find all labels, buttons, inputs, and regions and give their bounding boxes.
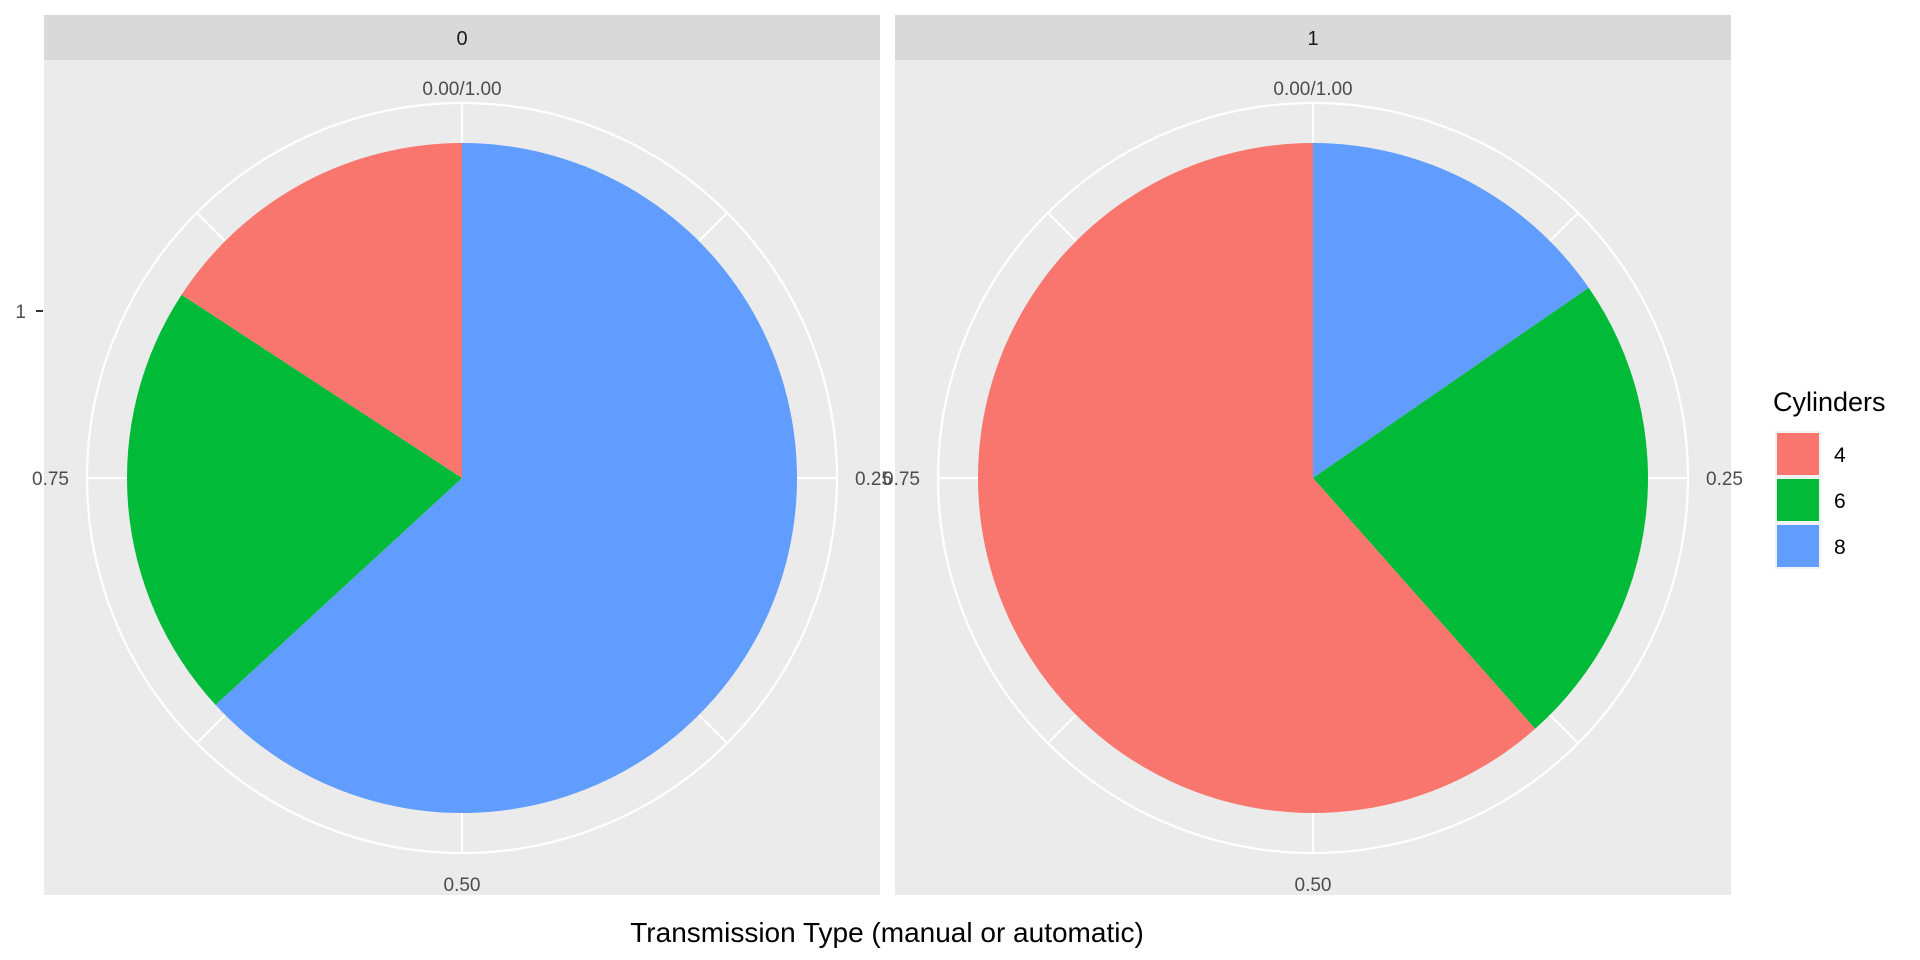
y-tick-label: 1 [15,302,26,323]
pie-slice-cyl-6 [1313,287,1648,729]
x-axis-title: Transmission Type (manual or automatic) [630,917,1144,948]
pie-slice-cyl-8 [1313,143,1589,478]
legend-swatch-8 [1777,525,1819,567]
theta-tick-label: 0.25 [1706,469,1743,490]
theta-tick-label: 0.75 [883,469,920,490]
theta-grid-line [1047,714,1077,744]
facet-strip-0 [44,15,880,60]
legend: Cylinders 4 6 8 [1773,387,1886,569]
legend-label-8: 8 [1834,536,1846,559]
theta-grid-line [196,714,226,744]
facet-strip-1 [895,15,1731,60]
theta-tick-label: 0.50 [1295,875,1332,896]
theta-grid-line [1549,714,1579,744]
pie-facet-0: 0.00/1.00 0.25 0.50 0.75 [32,79,892,896]
theta-grid-line [1549,212,1579,242]
theta-tick-label: 0.00/1.00 [1273,79,1352,100]
legend-title: Cylinders [1773,387,1886,417]
facet-strip-label-0: 0 [456,28,467,50]
pie-slice-cyl-4 [181,142,462,478]
pie-slice-cyl-4 [977,143,1536,813]
pie-slice-cyl-8 [215,143,798,813]
legend-swatch-4 [1777,433,1819,475]
theta-tick-label: 0.75 [32,469,69,490]
legend-label-4: 4 [1834,444,1846,467]
theta-tick-label: 0.00/1.00 [422,79,501,100]
pie-slice-cyl-6 [126,294,463,705]
pie-facet-1: 0.00/1.00 0.25 0.50 0.75 [883,79,1743,896]
theta-tick-label: 0.50 [444,875,481,896]
facet-strip-label-1: 1 [1307,28,1318,50]
legend-label-6: 6 [1834,490,1846,513]
theta-grid-line [698,714,728,744]
theta-tick-label: 0.25 [855,469,892,490]
theta-grid-line [698,212,728,242]
legend-swatch-6 [1777,479,1819,521]
theta-grid-line [196,212,226,242]
theta-grid-line [1047,212,1077,242]
